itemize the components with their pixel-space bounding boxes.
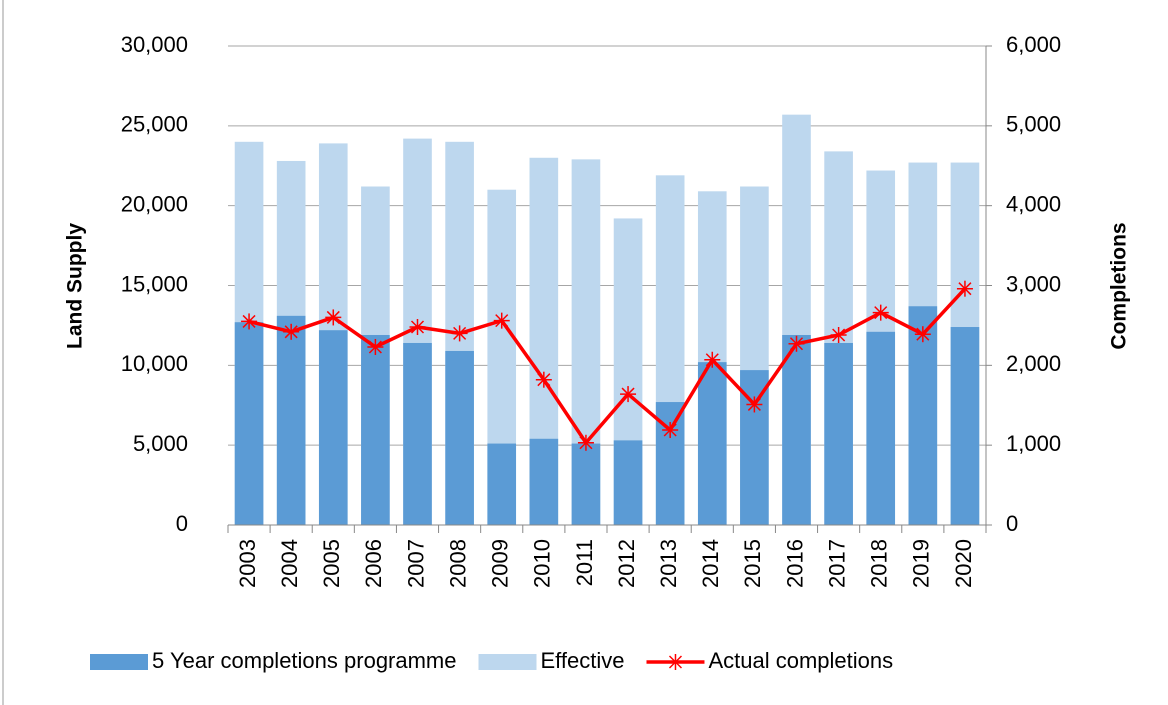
bar bbox=[908, 306, 938, 525]
x-tick-label: 2017 bbox=[824, 539, 849, 588]
star-marker bbox=[451, 325, 468, 342]
y-axis-title: Land Supply bbox=[64, 223, 87, 349]
star-marker bbox=[241, 313, 258, 330]
bar bbox=[403, 342, 432, 525]
y-tick-label: 25,000 bbox=[121, 112, 188, 137]
legend-label: Actual completions bbox=[708, 648, 893, 673]
bar bbox=[950, 327, 980, 525]
star-marker bbox=[577, 434, 594, 451]
bar bbox=[571, 443, 601, 525]
bar bbox=[697, 362, 727, 525]
star-marker bbox=[367, 338, 384, 355]
x-tick-label: 2018 bbox=[867, 539, 892, 588]
star-marker bbox=[409, 319, 426, 336]
x-tick-label: 2003 bbox=[235, 539, 260, 588]
x-tick-label: 2006 bbox=[361, 539, 386, 588]
star-marker bbox=[283, 323, 300, 340]
y-tick-label: 20,000 bbox=[121, 191, 188, 216]
x-tick-label: 2010 bbox=[530, 539, 555, 588]
star-marker bbox=[535, 371, 552, 388]
bar bbox=[782, 334, 811, 525]
star-marker bbox=[746, 396, 763, 413]
star-marker bbox=[662, 421, 679, 438]
x-tick-label: 2005 bbox=[319, 539, 344, 588]
x-tick-label: 2007 bbox=[403, 539, 428, 588]
y2-tick-label: 1,000 bbox=[1006, 431, 1061, 456]
x-tick-label: 2015 bbox=[740, 539, 765, 588]
y2-tick-label: 3,000 bbox=[1006, 271, 1061, 296]
legend-label: 5 Year completions programme bbox=[152, 648, 457, 673]
y-tick-label: 5,000 bbox=[133, 431, 188, 456]
y2-tick-label: 5,000 bbox=[1006, 112, 1061, 137]
star-marker bbox=[620, 386, 637, 403]
bar bbox=[318, 330, 348, 525]
y2-axis-title: Completions bbox=[1108, 222, 1131, 349]
bar bbox=[445, 350, 474, 525]
legend-swatch bbox=[90, 654, 148, 670]
bar bbox=[866, 331, 896, 525]
star-marker bbox=[788, 335, 805, 352]
star-marker bbox=[956, 280, 973, 297]
y-tick-label: 0 bbox=[176, 511, 188, 536]
x-tick-label: 2014 bbox=[698, 539, 723, 588]
x-tick-label: 2019 bbox=[909, 539, 934, 588]
star-marker bbox=[830, 326, 847, 343]
bar bbox=[361, 334, 390, 525]
y-tick-label: 10,000 bbox=[121, 351, 188, 376]
x-tick-label: 2009 bbox=[488, 539, 513, 588]
star-marker bbox=[325, 309, 342, 326]
star-marker bbox=[872, 304, 889, 321]
y-tick-label: 30,000 bbox=[121, 32, 188, 57]
x-tick-label: 2012 bbox=[614, 539, 639, 588]
y2-tick-label: 2,000 bbox=[1006, 351, 1061, 376]
y2-tick-label: 4,000 bbox=[1006, 191, 1061, 216]
x-tick-label: 2013 bbox=[656, 539, 681, 588]
bar bbox=[276, 315, 306, 525]
bar bbox=[234, 322, 264, 525]
x-tick-label: 2008 bbox=[445, 539, 470, 588]
legend-swatch bbox=[478, 654, 537, 670]
star-marker bbox=[914, 326, 931, 343]
y2-tick-label: 0 bbox=[1006, 511, 1018, 536]
x-tick-label: 2020 bbox=[951, 539, 976, 588]
legend-label: Effective bbox=[541, 648, 625, 673]
bar bbox=[824, 342, 853, 525]
star-marker bbox=[704, 351, 721, 368]
x-tick-label: 2011 bbox=[572, 539, 597, 586]
y-tick-label: 15,000 bbox=[121, 271, 188, 296]
line bbox=[248, 287, 967, 445]
y2-tick-label: 6,000 bbox=[1006, 32, 1061, 57]
x-tick-label: 2016 bbox=[782, 539, 807, 588]
bar bbox=[487, 443, 517, 525]
bar bbox=[529, 438, 559, 525]
x-tick-label: 2004 bbox=[277, 539, 302, 588]
bar bbox=[613, 440, 643, 525]
star-marker bbox=[493, 312, 510, 329]
